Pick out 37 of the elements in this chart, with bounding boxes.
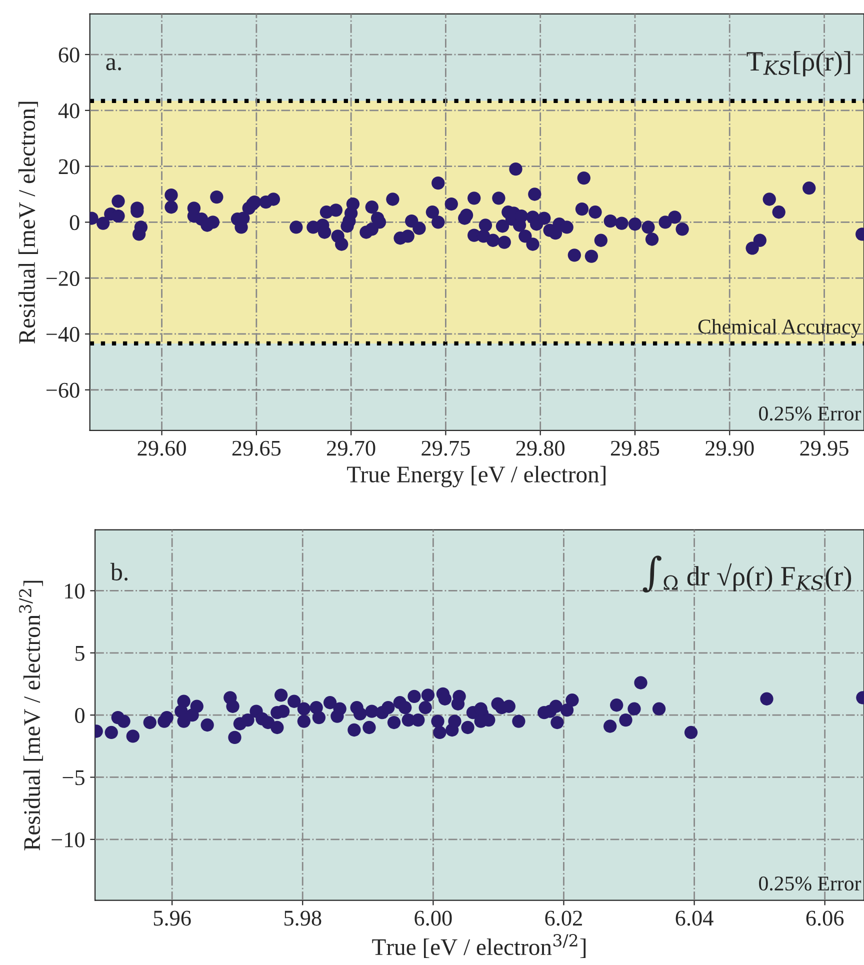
annotation: b.	[110, 562, 128, 581]
band-label: 0.25% Error	[759, 406, 862, 421]
band-label: 0.25% Error	[759, 876, 862, 891]
x-tick-label: 29.75	[422, 440, 470, 456]
x-tick-label: 29.95	[800, 440, 848, 456]
x-tick-label: 29.80	[516, 440, 564, 456]
band-label: Chemical Accuracy	[698, 318, 862, 338]
x-tick-label: 29.85	[610, 440, 660, 456]
x-tick-label: 29.90	[706, 440, 754, 456]
x-tick-label: 29.70	[327, 440, 376, 456]
y-tick-label: 20	[58, 159, 80, 174]
x-tick-label: 5.96	[154, 910, 191, 926]
y-axis-title: Residual [meV / electron]	[18, 102, 38, 344]
x-tick-label: 5.98	[284, 910, 322, 926]
y-tick-label: 60	[58, 47, 80, 62]
x-axis-title: True [eV / electron$^{3/2}$]	[372, 934, 586, 958]
y-tick-label: 40	[58, 103, 80, 118]
x-tick-label: 29.65	[232, 440, 281, 456]
y-tick-label: 5	[76, 646, 84, 661]
x-tick-label: 6.04	[676, 910, 714, 926]
y-axis-title: Residual [meV / electron$^{3/2}$]	[18, 580, 43, 850]
x-tick-label: 29.60	[138, 440, 186, 456]
annotation: ∫$_{Ω}$ dr √ρ(r) F$_{KS}$(r)	[642, 556, 852, 592]
annotation: a.	[106, 58, 122, 70]
y-tick-label: −5	[62, 770, 84, 786]
y-tick-label: 0	[70, 215, 80, 230]
x-tick-label: 6.00	[414, 910, 452, 926]
y-tick-label: −10	[52, 832, 84, 848]
annotation: T$_{KS}$[ρ(r)]	[746, 51, 850, 76]
y-tick-label: −60	[46, 382, 80, 398]
x-tick-label: 6.02	[545, 910, 582, 926]
x-tick-label: 6.06	[806, 910, 844, 926]
y-tick-label: 10	[65, 584, 84, 599]
x-axis-title: True Energy [eV / electron]	[347, 466, 606, 488]
y-tick-label: 0	[75, 708, 84, 723]
y-tick-label: −40	[46, 326, 80, 342]
y-tick-label: −20	[46, 271, 80, 286]
